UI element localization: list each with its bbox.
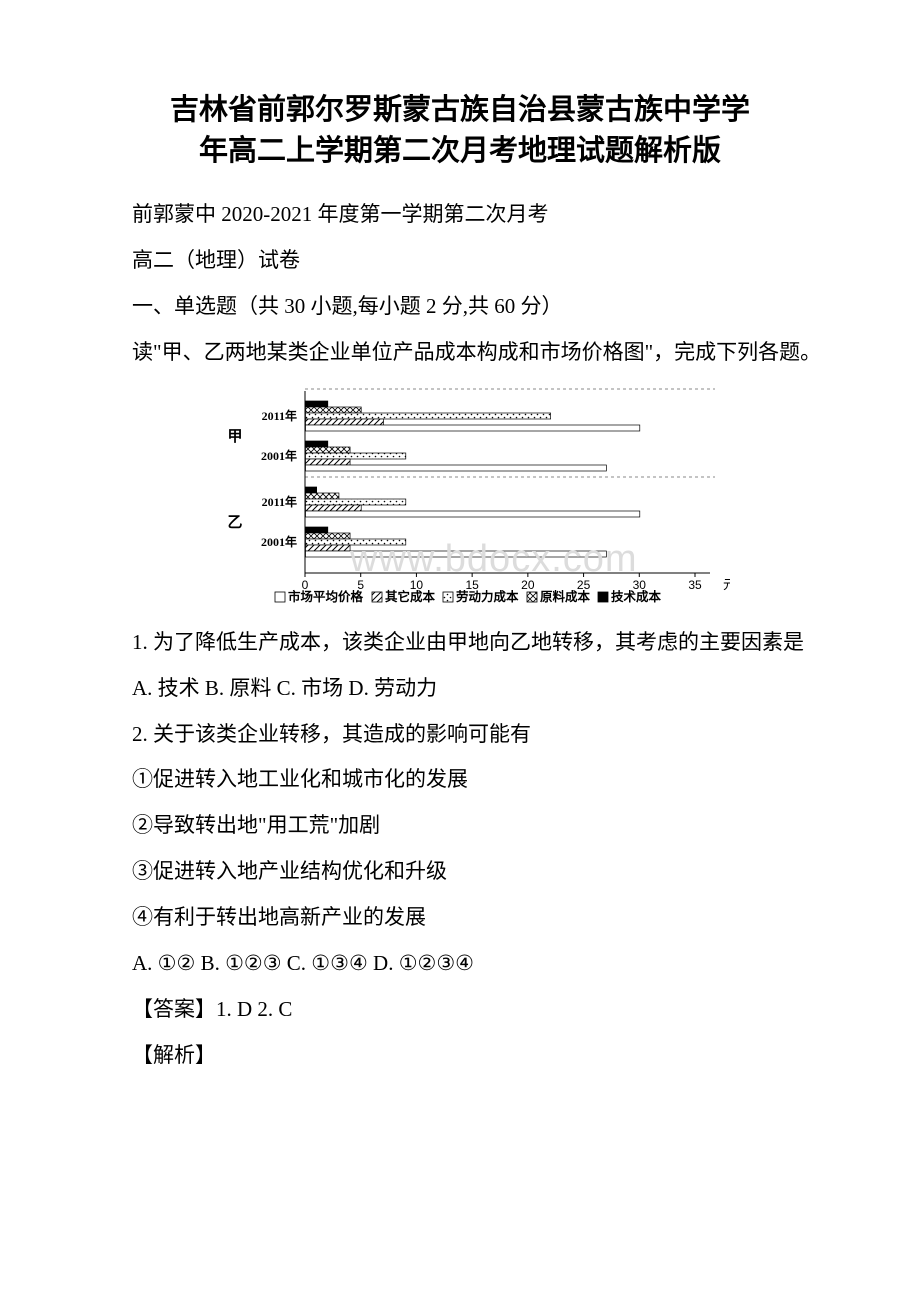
q2-opt-1: ①促进转入地工业化和城市化的发展 [90,760,830,800]
svg-text:元: 元 [723,577,730,592]
svg-text:20: 20 [521,578,535,592]
page-title: 吉林省前郭尔罗斯蒙古族自治县蒙古族中学学 年高二上学期第二次月考地理试题解析版 [90,90,830,171]
svg-text:劳动力成本: 劳动力成本 [456,589,519,604]
question-intro: 读"甲、乙两地某类企业单位产品成本构成和市场价格图"，完成下列各题。 [90,333,830,373]
chart-svg: 05101520253035元2011年2001年甲2011年2001年乙市场平… [170,383,730,613]
svg-text:35: 35 [688,578,702,592]
title-line-1: 吉林省前郭尔罗斯蒙古族自治县蒙古族中学学 [170,94,750,126]
cost-chart: 05101520253035元2011年2001年甲2011年2001年乙市场平… [170,383,830,613]
title-line-2: 年高二上学期第二次月考地理试题解析版 [199,135,721,167]
q2-options: A. ①② B. ①②③ C. ①③④ D. ①②③④ [90,944,830,984]
section-heading: 一、单选题（共 30 小题,每小题 2 分,共 60 分） [90,287,830,327]
q1-text: 1. 为了降低生产成本，该类企业由甲地向乙地转移，其考虑的主要因素是 [90,623,830,663]
q2-opt-4: ④有利于转出地高新产业的发展 [90,898,830,938]
q2-text: 2. 关于该类企业转移，其造成的影响可能有 [90,715,830,755]
q2-opt-2: ②导致转出地"用工荒"加剧 [90,806,830,846]
subtitle-1: 前郭蒙中 2020-2021 年度第一学期第二次月考 [90,195,830,235]
svg-text:2011年: 2011年 [262,408,297,423]
svg-text:原料成本: 原料成本 [540,589,591,604]
svg-text:技术成本: 技术成本 [611,589,662,604]
svg-text:其它成本: 其它成本 [385,589,436,604]
svg-text:甲: 甲 [227,428,242,445]
q2-opt-3: ③促进转入地产业结构优化和升级 [90,852,830,892]
explanation: 【解析】 [90,1036,830,1076]
svg-text:市场平均价格: 市场平均价格 [288,589,364,604]
svg-text:乙: 乙 [227,515,242,531]
answers: 【答案】1. D 2. C [90,990,830,1030]
svg-text:2001年: 2001年 [261,448,297,463]
subtitle-2: 高二（地理）试卷 [90,241,830,281]
svg-text:2011年: 2011年 [262,494,297,509]
svg-text:2001年: 2001年 [261,534,297,549]
q1-options: A. 技术 B. 原料 C. 市场 D. 劳动力 [90,669,830,709]
